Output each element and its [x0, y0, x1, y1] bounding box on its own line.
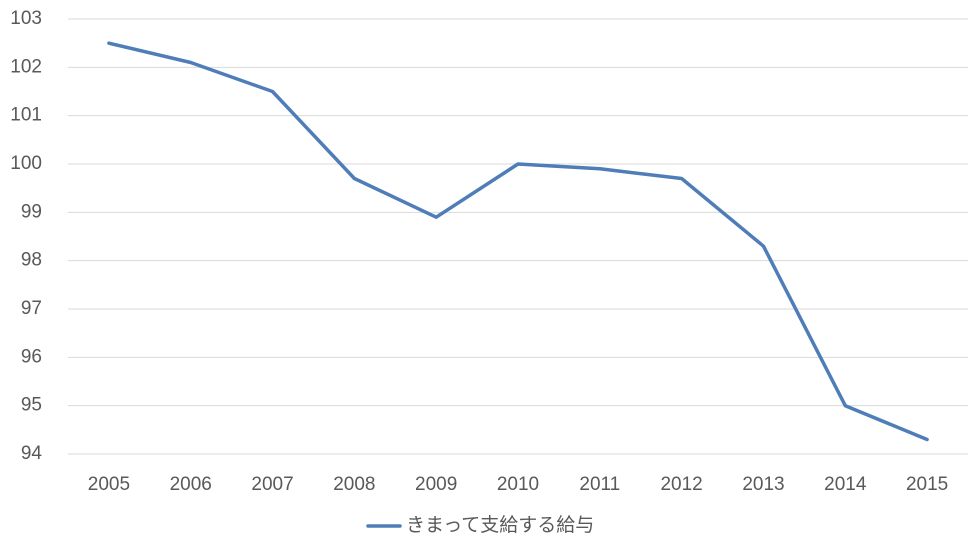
y-tick-label: 101 [10, 105, 42, 126]
x-tick-label: 2015 [906, 474, 948, 495]
x-tick-label: 2012 [660, 474, 702, 495]
x-tick-label: 2007 [251, 474, 293, 495]
x-tick-label: 2006 [170, 474, 212, 495]
y-tick-label: 95 [21, 395, 42, 416]
x-tick-label: 2009 [415, 474, 457, 495]
x-tick-label: 2014 [824, 474, 867, 495]
x-tick-label: 2011 [579, 474, 620, 495]
y-tick-label: 103 [10, 8, 42, 29]
y-tick-label: 99 [21, 201, 42, 222]
data-line [107, 41, 929, 442]
x-tick-label: 2013 [742, 474, 784, 495]
y-tick-label: 100 [10, 153, 42, 174]
y-tick-label: 98 [21, 250, 42, 271]
y-tick-label: 97 [21, 298, 42, 319]
x-tick-label: 2010 [497, 474, 539, 495]
y-tick-label: 96 [21, 346, 42, 367]
x-tick-label: 2005 [88, 474, 130, 495]
y-tick-label: 102 [10, 56, 42, 77]
legend-label: きまって支給する給与 [406, 514, 594, 536]
x-tick-label: 2008 [333, 474, 375, 495]
y-tick-label: 94 [21, 443, 43, 464]
